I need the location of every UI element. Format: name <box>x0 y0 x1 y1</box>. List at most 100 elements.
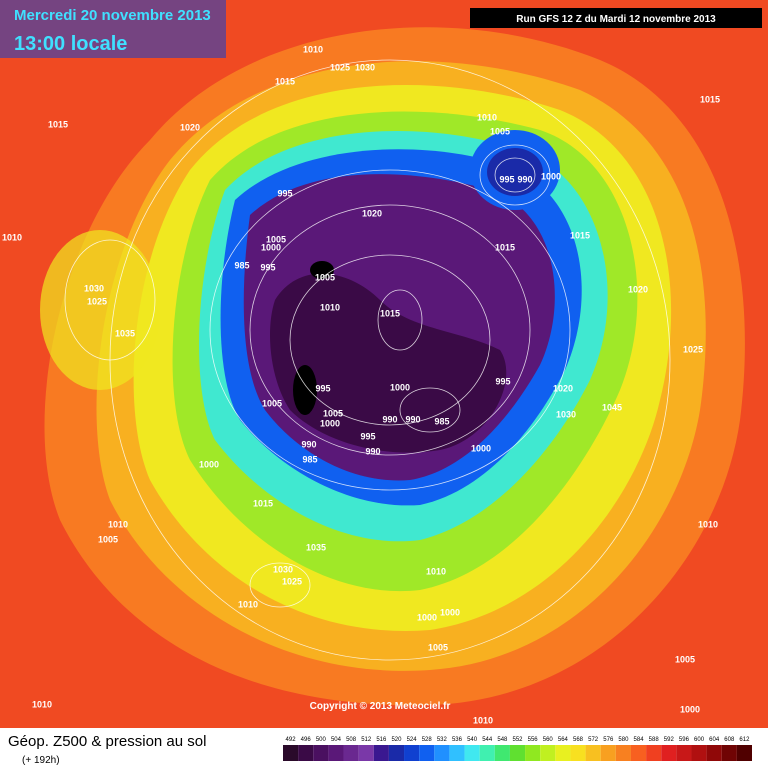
isobar-label: 1035 <box>306 542 326 552</box>
legend-swatch <box>509 745 526 761</box>
legend-label: 608 <box>724 737 735 743</box>
legend-swatch <box>691 745 707 761</box>
isobar-label: 1015 <box>570 230 590 240</box>
legend-swatch <box>434 745 450 761</box>
isobar-label: 1025 <box>87 296 107 306</box>
isobar-label: 1010 <box>426 566 446 576</box>
isobar-label: 1025 <box>282 576 302 586</box>
legend-swatch <box>494 745 510 761</box>
isobar-label: 1010 <box>473 715 493 725</box>
legend-swatch <box>419 745 435 761</box>
isobar-label: 1010 <box>320 302 340 312</box>
legend-swatch <box>585 745 601 761</box>
isobar-label: 1000 <box>199 459 219 469</box>
legend-swatch <box>479 745 495 761</box>
legend-label: 504 <box>331 737 342 743</box>
legend-swatch <box>328 745 344 761</box>
isobar-label: 1020 <box>362 208 382 218</box>
legend-swatch <box>736 745 752 761</box>
legend-swatch <box>464 745 480 761</box>
isobar-label: 1000 <box>680 704 700 714</box>
isobar-label: 985 <box>434 416 449 426</box>
isobar-label: 1000 <box>471 443 491 453</box>
legend-swatch <box>600 745 616 761</box>
isobar-label: 1045 <box>602 402 622 412</box>
legend-swatch <box>555 745 571 761</box>
copyright: Copyright © 2013 Meteociel.fr <box>310 701 451 712</box>
legend-label: 548 <box>497 737 508 743</box>
isobar-label: 990 <box>405 414 420 424</box>
isobar-label: 1000 <box>417 612 437 622</box>
isobar-label: 1005 <box>98 534 118 544</box>
date-box <box>0 0 226 58</box>
isobar-label: 1005 <box>675 654 695 664</box>
legend-label: 520 <box>391 737 402 743</box>
isobar-label: 1020 <box>628 284 648 294</box>
isobar-label: 995 <box>360 431 375 441</box>
isobar-label: 1010 <box>108 519 128 529</box>
isobar-label: 1005 <box>266 234 286 244</box>
isobar-label: 1030 <box>84 283 104 293</box>
run-text: Run GFS 12 Z du Mardi 12 novembre 2013 <box>516 14 716 25</box>
legend-label: 496 <box>301 737 312 743</box>
legend-swatch <box>646 745 662 761</box>
isobar-label: 1010 <box>303 44 323 54</box>
legend-label: 540 <box>467 737 478 743</box>
isobar-label: 990 <box>301 439 316 449</box>
legend-label: 492 <box>286 737 297 743</box>
isobar-label: 990 <box>517 174 532 184</box>
isobar-label: 1030 <box>556 409 576 419</box>
legend-swatch <box>615 745 631 761</box>
isobar-label: 995 <box>495 376 510 386</box>
legend-swatch <box>540 745 556 761</box>
isobar-label: 1010 <box>238 599 258 609</box>
isobar-label: 995 <box>260 262 275 272</box>
legend-label: 592 <box>664 737 675 743</box>
isobar-label: 1020 <box>180 122 200 132</box>
isobar-label: 1000 <box>261 242 281 252</box>
isobar-label: 985 <box>302 454 317 464</box>
legend-swatch <box>343 745 359 761</box>
legend-swatch <box>721 745 737 761</box>
isobar-label: 1015 <box>380 308 400 318</box>
legend-label: 588 <box>649 737 660 743</box>
legend-label: 584 <box>634 737 645 743</box>
time-text: 13:00 locale <box>14 33 127 55</box>
date-text: Mercredi 20 novembre 2013 <box>14 7 211 24</box>
legend-swatch <box>298 745 314 761</box>
legend-label: 576 <box>603 737 614 743</box>
legend-label: 516 <box>376 737 387 743</box>
legend-swatch <box>373 745 389 761</box>
legend-label: 568 <box>573 737 584 743</box>
isobar-label: 1005 <box>262 398 282 408</box>
legend-label: 612 <box>739 737 750 743</box>
legend-swatch <box>706 745 722 761</box>
legend-label: 508 <box>346 737 357 743</box>
isobar-label: 1020 <box>553 383 573 393</box>
legend-label: 528 <box>422 737 433 743</box>
isobar-label: 1010 <box>2 232 22 242</box>
footer-title: Géop. Z500 & pression au sol <box>8 733 206 750</box>
isobar-label: 1015 <box>700 94 720 104</box>
legend-label: 556 <box>528 737 539 743</box>
isobar-label: 1005 <box>315 272 335 282</box>
isobar-label: 995 <box>315 383 330 393</box>
legend-label: 560 <box>543 737 554 743</box>
legend-label: 596 <box>679 737 690 743</box>
isobar-label: 1005 <box>490 126 510 136</box>
isobar-label: 1015 <box>48 119 68 129</box>
isobar-label: 1025 <box>683 344 703 354</box>
legend-label: 604 <box>709 737 720 743</box>
isobar-label: 1030 <box>273 564 293 574</box>
isobar-label: 1005 <box>428 642 448 652</box>
legend-swatch <box>661 745 677 761</box>
legend-swatch <box>283 745 299 761</box>
legend-swatch <box>676 745 692 761</box>
isobar-label: 1015 <box>495 242 515 252</box>
isobar-label: 1000 <box>390 382 410 392</box>
legend-label: 524 <box>407 737 418 743</box>
isobar-label: 985 <box>234 260 249 270</box>
legend-label: 580 <box>618 737 629 743</box>
legend-swatch <box>404 745 420 761</box>
